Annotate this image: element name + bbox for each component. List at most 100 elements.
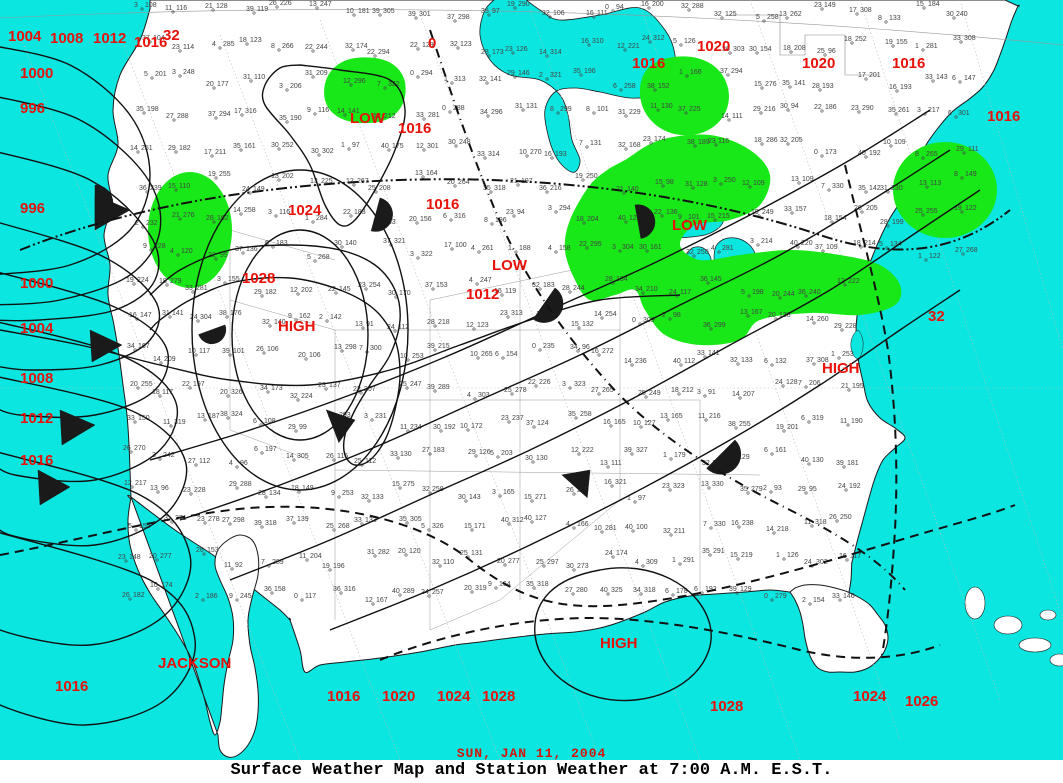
svg-text:33: 33 [784, 206, 792, 213]
svg-text:19: 19 [776, 424, 784, 431]
svg-text:142: 142 [330, 314, 342, 321]
svg-text:182: 182 [133, 592, 145, 599]
svg-text:193: 193 [822, 83, 834, 90]
svg-text:19: 19 [575, 173, 583, 180]
svg-text:3: 3 [548, 205, 552, 212]
svg-text:14: 14 [806, 316, 814, 323]
svg-text:158: 158 [559, 245, 571, 252]
svg-text:184: 184 [928, 1, 940, 8]
svg-text:2: 2 [763, 485, 767, 492]
svg-text:209: 209 [164, 356, 176, 363]
svg-text:164: 164 [426, 170, 438, 177]
svg-text:212: 212 [384, 113, 396, 120]
svg-text:34: 34 [260, 385, 268, 392]
svg-text:165: 165 [503, 489, 515, 496]
svg-text:13: 13 [779, 11, 787, 18]
svg-text:100: 100 [636, 524, 648, 531]
svg-text:38: 38 [687, 139, 695, 146]
svg-text:330: 330 [832, 183, 844, 190]
svg-text:254: 254 [369, 282, 381, 289]
svg-text:112: 112 [684, 358, 695, 365]
svg-text:158: 158 [274, 586, 286, 593]
svg-text:3: 3 [134, 2, 138, 9]
svg-text:23: 23 [118, 554, 126, 561]
svg-text:252: 252 [282, 142, 294, 149]
svg-text:96: 96 [828, 48, 836, 55]
svg-text:17: 17 [204, 149, 212, 156]
svg-text:126: 126 [516, 46, 528, 53]
svg-text:165: 165 [671, 413, 683, 420]
svg-text:281: 281 [196, 285, 208, 292]
svg-text:4: 4 [711, 245, 715, 252]
svg-text:13: 13 [600, 460, 608, 467]
svg-text:23: 23 [197, 516, 205, 523]
svg-text:15: 15 [655, 179, 663, 186]
svg-text:0: 0 [605, 4, 609, 11]
svg-text:205: 205 [791, 137, 803, 144]
svg-text:25: 25 [536, 559, 544, 566]
svg-text:30: 30 [271, 142, 279, 149]
svg-text:16: 16 [586, 10, 594, 17]
svg-text:203: 203 [501, 450, 513, 457]
svg-text:218: 218 [777, 526, 789, 533]
svg-text:7: 7 [798, 380, 802, 387]
svg-text:8: 8 [271, 43, 275, 50]
svg-text:318: 318 [537, 581, 549, 588]
svg-text:11: 11 [698, 413, 705, 420]
svg-text:35: 35 [526, 581, 534, 588]
svg-text:216: 216 [709, 413, 721, 420]
svg-text:34: 34 [127, 343, 135, 350]
svg-text:22: 22 [305, 44, 313, 51]
svg-text:3: 3 [410, 251, 414, 258]
svg-text:3: 3 [492, 489, 496, 496]
svg-text:316: 316 [245, 108, 257, 115]
svg-text:17: 17 [858, 72, 866, 79]
svg-text:27: 27 [222, 517, 230, 524]
svg-text:29: 29 [753, 106, 761, 113]
svg-text:272: 272 [602, 348, 614, 355]
svg-text:222: 222 [582, 447, 594, 454]
svg-text:147: 147 [140, 312, 152, 319]
svg-text:325: 325 [611, 587, 623, 594]
svg-text:127: 127 [535, 515, 547, 522]
svg-text:93: 93 [774, 485, 782, 492]
svg-text:209: 209 [316, 70, 328, 77]
svg-text:32: 32 [663, 528, 671, 535]
svg-text:29: 29 [798, 486, 806, 493]
svg-text:120: 120 [409, 548, 421, 555]
svg-text:37: 37 [235, 246, 243, 253]
svg-text:10: 10 [883, 139, 891, 146]
svg-text:161: 161 [244, 143, 256, 150]
svg-text:250: 250 [697, 249, 709, 256]
svg-text:228: 228 [194, 487, 206, 494]
svg-text:5: 5 [128, 523, 132, 530]
svg-text:145: 145 [710, 276, 722, 283]
svg-text:265: 265 [481, 351, 493, 358]
svg-text:18: 18 [824, 215, 832, 222]
svg-text:23: 23 [501, 415, 509, 422]
svg-text:181: 181 [358, 8, 370, 15]
svg-text:40: 40 [801, 457, 809, 464]
svg-text:14: 14 [624, 358, 632, 365]
svg-text:208: 208 [379, 185, 391, 192]
svg-text:220: 220 [801, 240, 813, 247]
svg-text:25: 25 [460, 550, 468, 557]
svg-text:330: 330 [714, 521, 726, 528]
svg-text:32: 32 [542, 10, 550, 17]
svg-text:294: 294 [559, 205, 571, 212]
svg-text:301: 301 [427, 143, 439, 150]
svg-text:32: 32 [618, 142, 626, 149]
svg-text:27: 27 [591, 387, 599, 394]
svg-text:186: 186 [206, 593, 218, 600]
svg-text:192: 192 [849, 483, 861, 490]
svg-text:13: 13 [334, 344, 342, 351]
svg-text:29: 29 [168, 145, 176, 152]
svg-text:34: 34 [570, 344, 578, 351]
svg-text:19: 19 [322, 563, 330, 570]
svg-text:15: 15 [730, 552, 738, 559]
svg-text:18: 18 [754, 137, 762, 144]
svg-text:109: 109 [753, 180, 765, 187]
svg-text:167: 167 [376, 597, 388, 604]
svg-text:116: 116 [718, 138, 729, 145]
svg-text:15: 15 [707, 213, 715, 220]
